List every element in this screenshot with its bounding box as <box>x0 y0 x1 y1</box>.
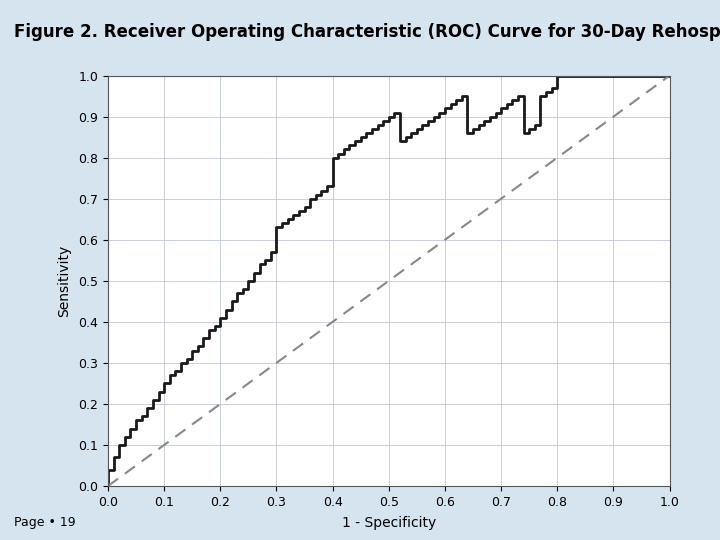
Y-axis label: Sensitivity: Sensitivity <box>58 245 71 317</box>
Text: Figure 2. Receiver Operating Characteristic (ROC) Curve for 30-Day Rehospitaliza: Figure 2. Receiver Operating Characteris… <box>14 23 720 42</box>
Text: Page • 19: Page • 19 <box>14 516 76 529</box>
X-axis label: 1 - Specificity: 1 - Specificity <box>342 516 436 530</box>
